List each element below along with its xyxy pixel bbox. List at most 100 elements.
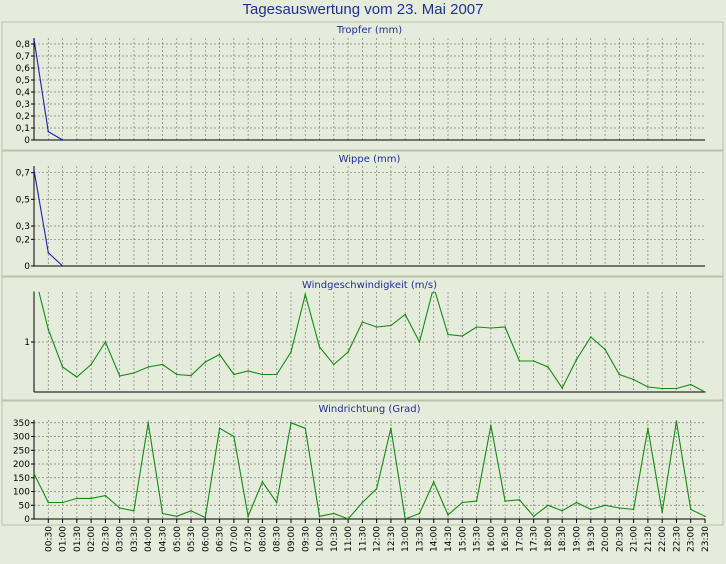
- data-point: [61, 265, 64, 267]
- y-tick-label: 1: [24, 338, 30, 348]
- data-point: [147, 366, 149, 368]
- data-point: [661, 511, 663, 513]
- data-point: [290, 422, 292, 424]
- panel-frame: [1, 400, 724, 526]
- y-tick-label: 0,5: [16, 195, 30, 205]
- data-point: [118, 507, 121, 509]
- data-point: [190, 510, 192, 512]
- data-point: [461, 501, 464, 504]
- x-tick-label: 04:00: [144, 526, 154, 552]
- x-tick-label: 09:00: [287, 526, 297, 552]
- data-point: [561, 387, 563, 389]
- data-point: [318, 346, 321, 348]
- data-point: [218, 427, 221, 430]
- data-point: [575, 358, 578, 361]
- x-tick-label: 13:30: [415, 526, 425, 552]
- data-point: [590, 508, 592, 511]
- x-tick-label: 23:30: [701, 526, 711, 552]
- y-tick-label: 0: [24, 262, 30, 272]
- data-point: [233, 373, 235, 376]
- x-tick-label: 20:30: [615, 526, 625, 552]
- chart-panel-4: Windrichtung (Grad) 0 50 100 150 200 250 300 350: [1, 400, 724, 526]
- data-point: [561, 510, 563, 512]
- data-point: [590, 336, 592, 338]
- data-point: [304, 427, 307, 430]
- x-tick-label: 02:00: [87, 526, 97, 552]
- data-point: [61, 501, 64, 504]
- x-tick-label: 12:00: [373, 526, 383, 552]
- y-tick-label: 0,6: [16, 64, 31, 74]
- data-point: [390, 427, 392, 430]
- data-point: [90, 363, 92, 366]
- x-tick-label: 08:00: [258, 526, 268, 552]
- y-tick-label: 0,7: [16, 169, 30, 179]
- y-tick-label: 350: [13, 419, 30, 429]
- data-point: [333, 512, 335, 515]
- data-point: [375, 326, 378, 328]
- data-point: [504, 500, 506, 502]
- data-point: [575, 501, 578, 504]
- x-tick-label: 16:00: [487, 526, 497, 552]
- data-point: [33, 291, 35, 293]
- data-point: [689, 383, 692, 386]
- x-tick-label: 12:30: [387, 526, 397, 552]
- x-tick-label: 08:30: [273, 526, 283, 552]
- data-point: [604, 504, 606, 507]
- data-point: [76, 497, 78, 500]
- data-point: [176, 515, 178, 518]
- data-point: [47, 251, 50, 254]
- data-point: [190, 374, 192, 377]
- chart-title: Wippe (mm): [339, 154, 401, 165]
- y-tick-label: 0,5: [16, 76, 30, 86]
- data-point: [33, 169, 35, 171]
- data-point: [218, 353, 221, 356]
- data-point: [318, 515, 321, 518]
- x-tick-label: 22:00: [658, 526, 668, 552]
- y-tick-label: 0,3: [16, 100, 30, 110]
- x-tick-label: 14:30: [444, 526, 454, 552]
- data-point: [689, 508, 692, 511]
- series-line: [38, 292, 705, 393]
- series-line: [34, 421, 705, 520]
- data-point: [604, 348, 606, 351]
- x-tick-label: 10:00: [316, 526, 326, 552]
- data-point: [104, 494, 107, 497]
- data-point: [290, 351, 292, 353]
- y-tick-label: 250: [13, 446, 30, 456]
- data-point: [704, 391, 706, 393]
- data-point: [90, 497, 92, 500]
- x-tick-label: 20:00: [601, 526, 611, 552]
- data-point: [432, 291, 435, 293]
- x-tick-label: 19:30: [587, 526, 597, 552]
- data-point: [275, 373, 278, 376]
- x-tick-label: 07:00: [230, 526, 240, 552]
- x-tick-label: 03:00: [116, 526, 126, 552]
- data-point: [647, 427, 649, 430]
- data-point: [233, 435, 235, 438]
- data-point: [418, 512, 421, 515]
- data-point: [675, 387, 678, 390]
- data-point: [375, 488, 378, 490]
- x-tick-label: 23:00: [687, 526, 697, 552]
- y-tick-label: 300: [13, 433, 30, 443]
- data-point: [361, 501, 364, 504]
- data-point: [261, 373, 264, 376]
- data-point: [147, 422, 149, 424]
- x-tick-label: 02:30: [101, 526, 111, 552]
- data-point: [47, 130, 50, 133]
- data-point: [432, 481, 435, 483]
- chart-title: Windrichtung (Grad): [318, 404, 420, 415]
- chart-panel-1: Tropfer (mm) 0 0,1 0,2 0,3 0,4 0,5 0,6 0,7 0,8: [1, 21, 724, 151]
- panel-frame: [1, 150, 724, 277]
- data-point: [704, 515, 706, 518]
- data-point: [418, 341, 421, 343]
- data-point: [447, 333, 449, 336]
- data-point: [247, 370, 249, 372]
- data-point: [347, 351, 349, 353]
- x-tick-label: 21:00: [630, 526, 640, 552]
- x-tick-label: 17:30: [530, 526, 540, 552]
- data-point: [647, 386, 649, 388]
- data-point: [504, 326, 506, 328]
- chart-panel-3: Windgeschwindigkeit (m/s) 1: [1, 276, 724, 401]
- y-tick-label: 0,8: [16, 40, 31, 50]
